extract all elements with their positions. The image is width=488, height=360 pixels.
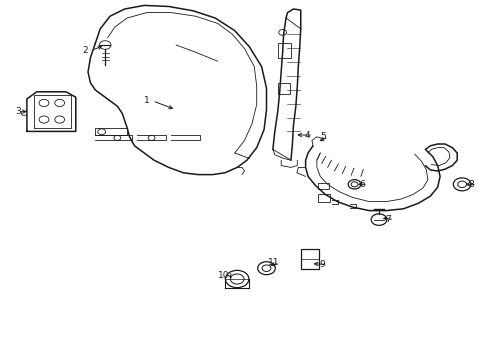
- Text: 5: 5: [319, 132, 325, 141]
- Bar: [317, 183, 328, 189]
- Text: 3: 3: [16, 107, 21, 116]
- Text: 1: 1: [143, 96, 149, 105]
- Bar: [277, 83, 289, 94]
- Text: 7: 7: [385, 215, 390, 224]
- Bar: [277, 43, 291, 58]
- Text: 4: 4: [304, 130, 309, 139]
- Text: 10: 10: [218, 271, 229, 280]
- Bar: [317, 194, 329, 202]
- Text: 9: 9: [318, 260, 324, 269]
- Text: 8: 8: [467, 180, 473, 189]
- Text: 11: 11: [267, 258, 279, 267]
- Bar: [300, 249, 319, 269]
- Text: 6: 6: [358, 180, 364, 189]
- Text: 2: 2: [82, 46, 88, 55]
